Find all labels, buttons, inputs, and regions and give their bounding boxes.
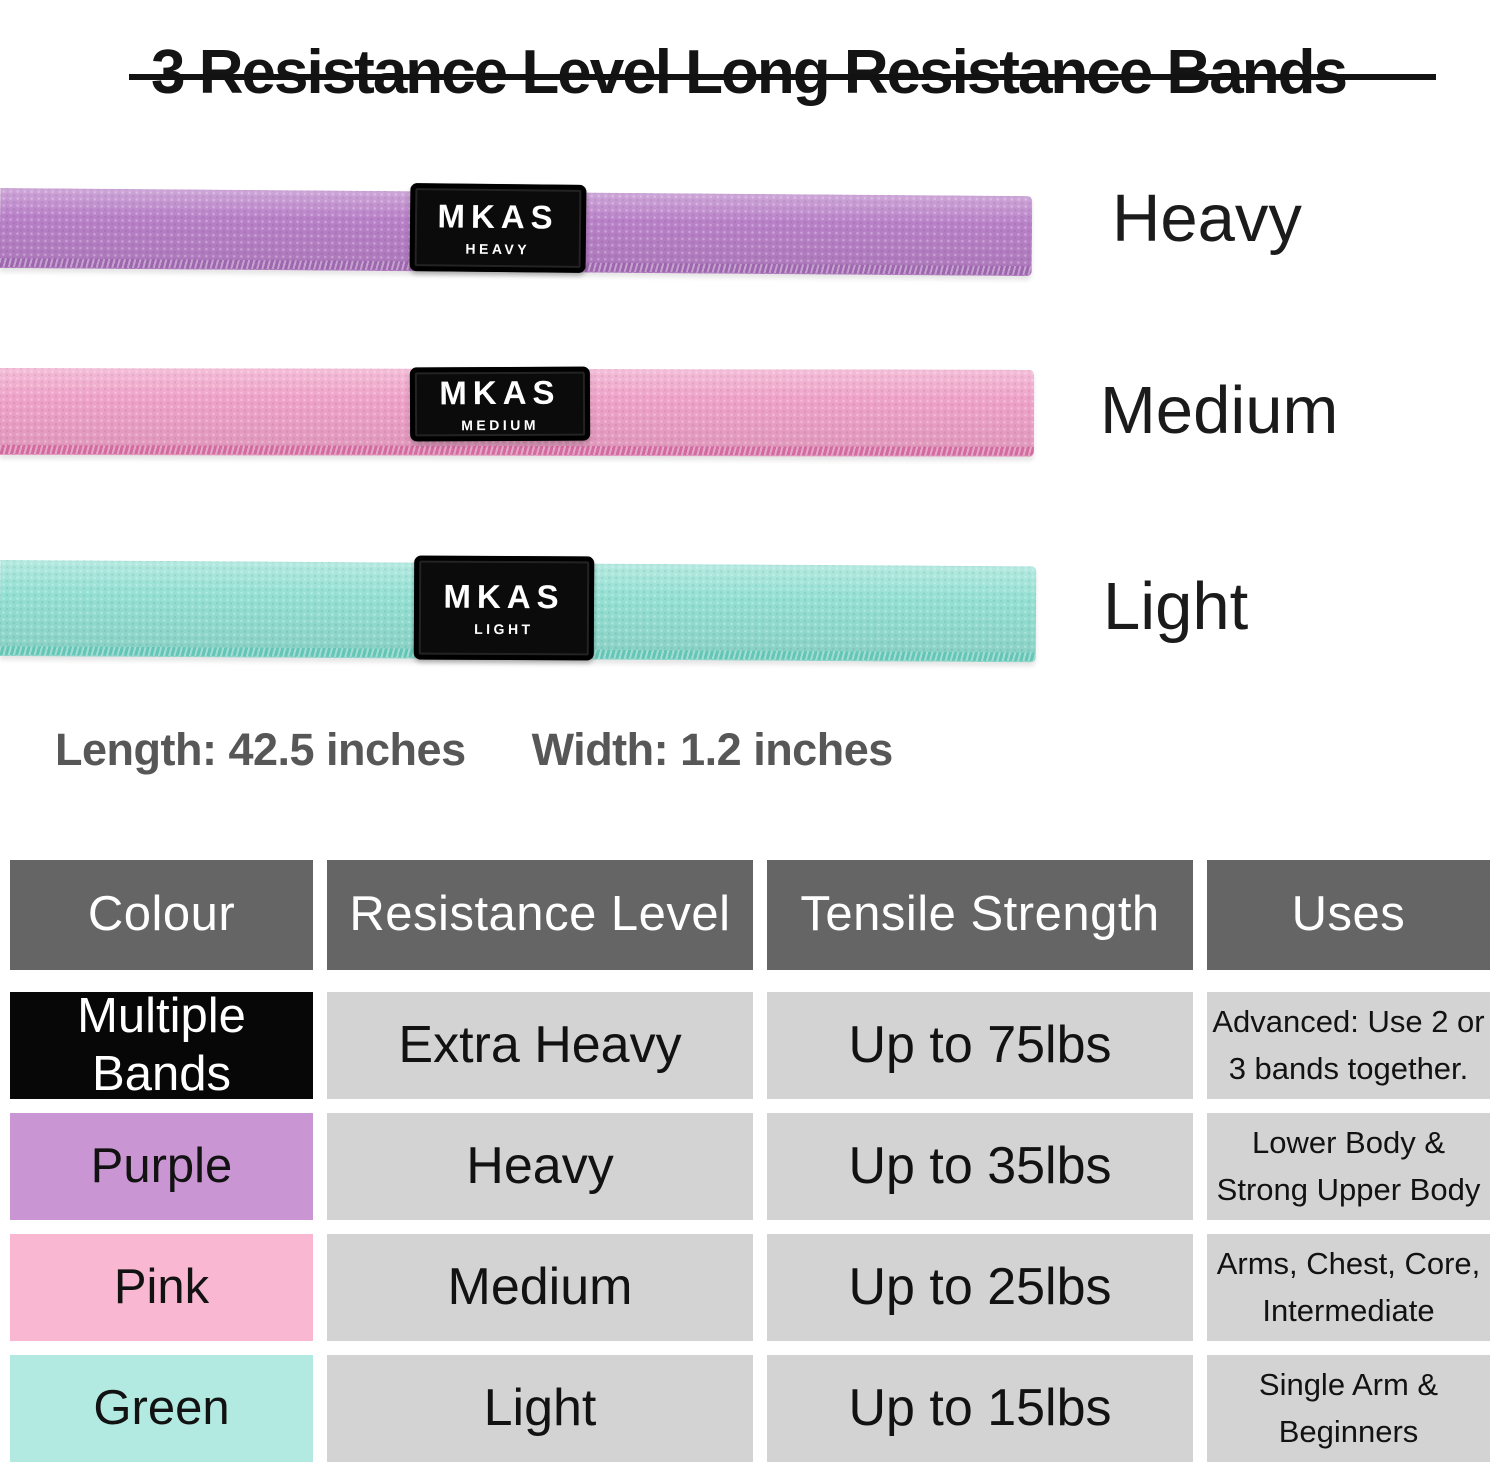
- colour-swatch-cell: Green: [10, 1355, 313, 1462]
- band-weight-label-light: Light: [1103, 569, 1249, 644]
- level-cell: Medium: [327, 1234, 753, 1341]
- band-weight-label-medium: Medium: [1100, 373, 1339, 448]
- band-weight-label-heavy: Heavy: [1112, 181, 1302, 256]
- table-row: Green Light Up to 15lbs Single Arm & Beg…: [10, 1355, 1490, 1462]
- level-cell: Extra Heavy: [327, 992, 753, 1099]
- width-spec: Width: 1.2 inches: [531, 724, 894, 775]
- band-tag-level-text: HEAVY: [465, 240, 531, 258]
- page-title: 3 Resistance Level Long Resistance Bands: [151, 37, 1348, 107]
- uses-cell: Advanced: Use 2 or 3 bands together.: [1207, 992, 1490, 1099]
- table-header-level: Resistance Level: [327, 860, 753, 970]
- colour-swatch-cell: Multiple Bands: [10, 989, 313, 1101]
- level-cell: Light: [327, 1355, 753, 1462]
- strength-cell: Up to 25lbs: [767, 1234, 1193, 1341]
- table-header-strength: Tensile Strength: [767, 860, 1193, 970]
- table-header-colour: Colour: [10, 860, 313, 970]
- band-seam: [0, 444, 1034, 456]
- uses-cell: Single Arm & Beginners: [1207, 1355, 1490, 1462]
- colour-swatch-cell: Pink: [10, 1234, 313, 1341]
- brand-logo-text: MKAS: [439, 373, 561, 412]
- table-header-row: Colour Resistance Level Tensile Strength…: [10, 860, 1490, 970]
- brand-logo-text: MKAS: [443, 577, 565, 616]
- brand-logo-text: MKAS: [437, 197, 559, 236]
- band-tag-light: MKAS LIGHT: [413, 555, 595, 661]
- level-cell: Heavy: [327, 1113, 753, 1220]
- strength-cell: Up to 15lbs: [767, 1355, 1193, 1462]
- uses-cell: Arms, Chest, Core, Intermediate: [1207, 1234, 1490, 1341]
- colour-swatch-cell: Purple: [10, 1113, 313, 1220]
- uses-cell: Lower Body & Strong Upper Body: [1207, 1113, 1490, 1220]
- table-header-uses: Uses: [1207, 860, 1490, 970]
- dimensions-line: Length: 42.5 inches Width: 1.2 inches: [55, 724, 893, 776]
- strength-cell: Up to 75lbs: [767, 992, 1193, 1099]
- band-tag-level-text: LIGHT: [474, 620, 534, 638]
- band-tag-level-text: MEDIUM: [461, 416, 540, 434]
- title-underline: [129, 74, 1436, 80]
- table-row: Multiple Bands Extra Heavy Up to 75lbs A…: [10, 989, 1490, 1101]
- length-spec: Length: 42.5 inches: [55, 724, 466, 775]
- band-tag-heavy: MKAS HEAVY: [409, 183, 587, 273]
- table-row: Pink Medium Up to 25lbs Arms, Chest, Cor…: [10, 1234, 1490, 1341]
- table-body: Multiple Bands Extra Heavy Up to 75lbs A…: [10, 989, 1490, 1462]
- table-row: Purple Heavy Up to 35lbs Lower Body & St…: [10, 1113, 1490, 1220]
- band-tag-medium: MKAS MEDIUM: [409, 366, 591, 442]
- spec-table: Colour Resistance Level Tensile Strength…: [10, 860, 1490, 1462]
- strength-cell: Up to 35lbs: [767, 1113, 1193, 1220]
